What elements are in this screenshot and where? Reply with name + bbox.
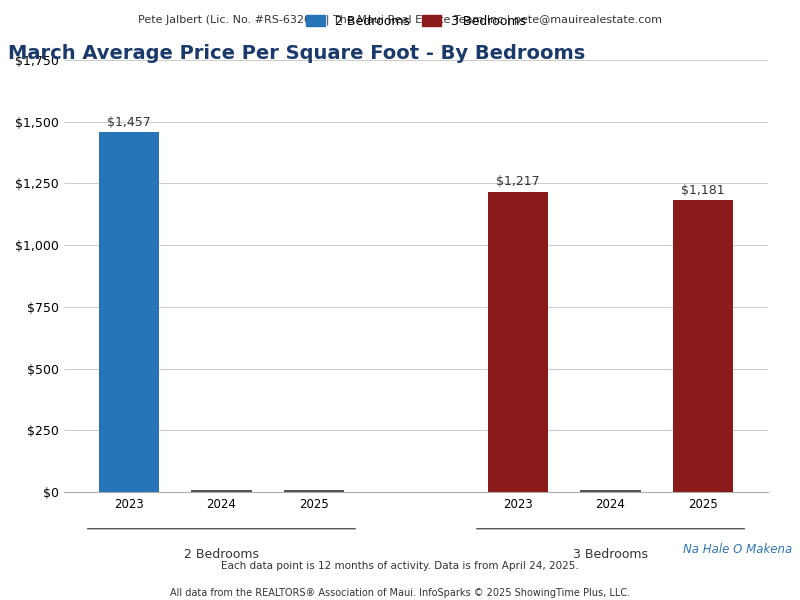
Text: All data from the REALTORS® Association of Maui. InfoSparks © 2025 ShowingTime P: All data from the REALTORS® Association … — [170, 588, 630, 598]
Bar — [284, 490, 344, 492]
Bar — [98, 133, 159, 492]
Text: Each data point is 12 months of activity. Data is from April 24, 2025.: Each data point is 12 months of activity… — [221, 561, 579, 571]
Text: 3 Bedrooms: 3 Bedrooms — [573, 548, 648, 561]
Bar — [673, 200, 734, 492]
Text: $1,217: $1,217 — [496, 175, 540, 188]
Bar — [581, 490, 641, 492]
Text: March Average Price Per Square Foot - By Bedrooms: March Average Price Per Square Foot - By… — [8, 44, 586, 63]
Bar — [488, 191, 548, 492]
Text: 2 Bedrooms: 2 Bedrooms — [184, 548, 259, 561]
Text: $1,457: $1,457 — [107, 116, 150, 128]
Bar — [191, 490, 251, 492]
Text: $1,181: $1,181 — [682, 184, 725, 197]
Text: Pete Jalbert (Lic. No. #RS-63201) | The Maui Real Estate Team Inc | pete@mauirea: Pete Jalbert (Lic. No. #RS-63201) | The … — [138, 14, 662, 25]
Text: Na Hale O Makena: Na Hale O Makena — [682, 543, 792, 556]
Legend: 2 Bedrooms, 3 Bedrooms: 2 Bedrooms, 3 Bedrooms — [301, 10, 531, 33]
